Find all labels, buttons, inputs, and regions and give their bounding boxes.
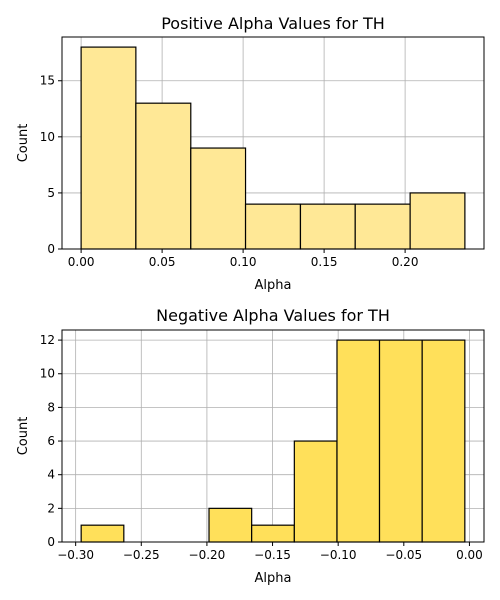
- x-tick-label: 0.00: [456, 548, 483, 562]
- y-tick-label: 4: [47, 468, 55, 482]
- x-axis-label: Alpha: [255, 278, 292, 293]
- histogram-bar: [208, 507, 253, 543]
- histogram-bar: [251, 524, 295, 543]
- y-tick-label: 10: [40, 130, 55, 144]
- y-tick-label: 12: [40, 333, 55, 347]
- histogram-bar: [244, 203, 302, 250]
- y-tick-label: 15: [40, 74, 55, 88]
- bars: [80, 339, 466, 543]
- x-tick-label: 0.05: [149, 255, 176, 269]
- y-tick-label: 8: [47, 400, 55, 414]
- y-axis-label: Count: [16, 124, 31, 163]
- histogram-bar: [299, 203, 356, 250]
- positive-alpha-histogram: Positive Alpha Values for TH Alpha Count…: [16, 14, 485, 293]
- chart-title: Negative Alpha Values for TH: [156, 306, 390, 325]
- y-tick-label: 6: [47, 434, 55, 448]
- y-tick-label: 0: [47, 242, 55, 256]
- x-tick-label: 0.10: [230, 255, 257, 269]
- histogram-bar: [80, 524, 125, 543]
- histogram-bar: [80, 46, 137, 250]
- x-tick-label: 0.00: [68, 255, 95, 269]
- histogram-bar: [336, 339, 381, 543]
- y-tick-label: 2: [47, 501, 55, 515]
- x-tick-label: −0.05: [385, 548, 422, 562]
- y-tick-label: 5: [47, 186, 55, 200]
- y-tick-label: 10: [40, 367, 55, 381]
- histogram-bar: [409, 192, 466, 250]
- histogram-bar: [421, 339, 466, 543]
- chart-title: Positive Alpha Values for TH: [161, 14, 385, 33]
- histogram-bar: [378, 339, 423, 543]
- bars: [80, 46, 466, 250]
- x-tick-label: −0.20: [189, 548, 226, 562]
- histogram-bar: [293, 440, 338, 543]
- axes-frame: [61, 36, 485, 250]
- x-tick-label: 0.15: [311, 255, 338, 269]
- histogram-bar: [190, 147, 247, 250]
- negative-alpha-histogram: Negative Alpha Values for TH Alpha Count…: [16, 306, 485, 586]
- x-tick-label: −0.30: [57, 548, 94, 562]
- histogram-bar: [135, 102, 192, 250]
- histogram-bar: [354, 203, 411, 250]
- x-tick-label: −0.25: [123, 548, 160, 562]
- y-axis-label: Count: [16, 417, 31, 456]
- x-axis-label: Alpha: [255, 571, 292, 586]
- y-tick-label: 0: [47, 535, 55, 549]
- x-tick-label: 0.20: [392, 255, 419, 269]
- x-tick-label: −0.10: [320, 548, 357, 562]
- x-tick-label: −0.15: [254, 548, 291, 562]
